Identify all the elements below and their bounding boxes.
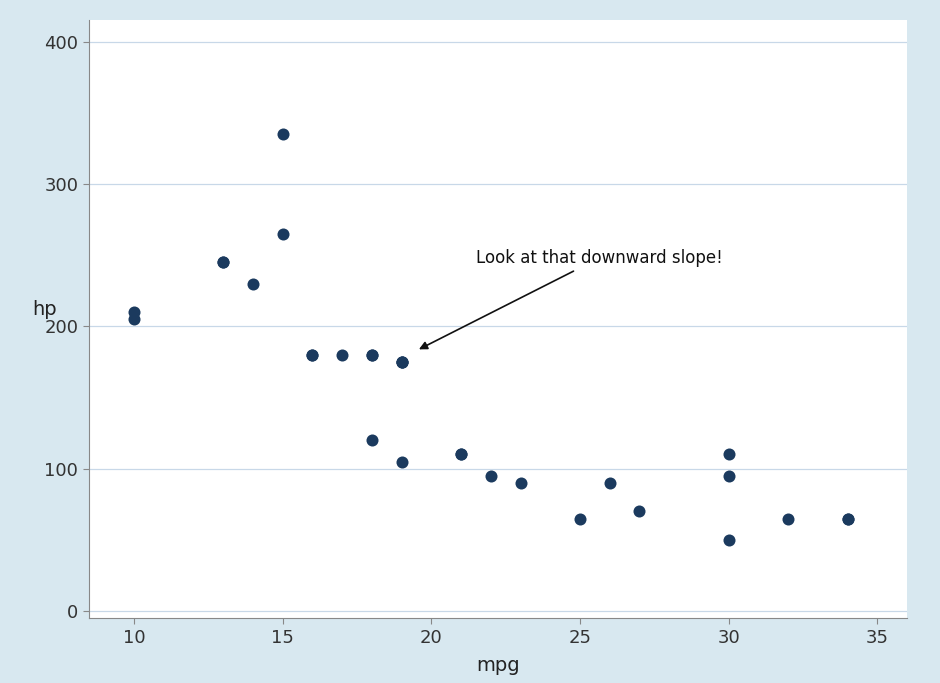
Y-axis label: hp: hp xyxy=(32,301,56,320)
Point xyxy=(513,477,528,488)
Point xyxy=(275,228,290,240)
Point xyxy=(780,513,795,524)
Point xyxy=(215,257,230,268)
Point xyxy=(245,278,260,289)
Point xyxy=(394,357,409,367)
Point xyxy=(335,350,350,361)
Point xyxy=(305,350,320,361)
Point xyxy=(572,513,588,524)
Text: Look at that downward slope!: Look at that downward slope! xyxy=(420,249,723,348)
X-axis label: mpg: mpg xyxy=(477,656,520,675)
Point xyxy=(721,449,736,460)
Point xyxy=(275,129,290,140)
Point xyxy=(721,534,736,545)
Point xyxy=(840,513,855,524)
Point xyxy=(394,456,409,467)
Point xyxy=(215,257,230,268)
Point xyxy=(453,449,468,460)
Point xyxy=(365,435,380,446)
Point xyxy=(632,506,647,517)
Point xyxy=(126,314,141,325)
Point xyxy=(603,477,618,488)
Point xyxy=(483,471,498,482)
Point xyxy=(365,350,380,361)
Point xyxy=(840,513,855,524)
Point xyxy=(453,449,468,460)
Point xyxy=(305,350,320,361)
Point xyxy=(126,307,141,318)
Point xyxy=(394,357,409,367)
Point xyxy=(365,350,380,361)
Point xyxy=(394,357,409,367)
Point xyxy=(721,471,736,482)
